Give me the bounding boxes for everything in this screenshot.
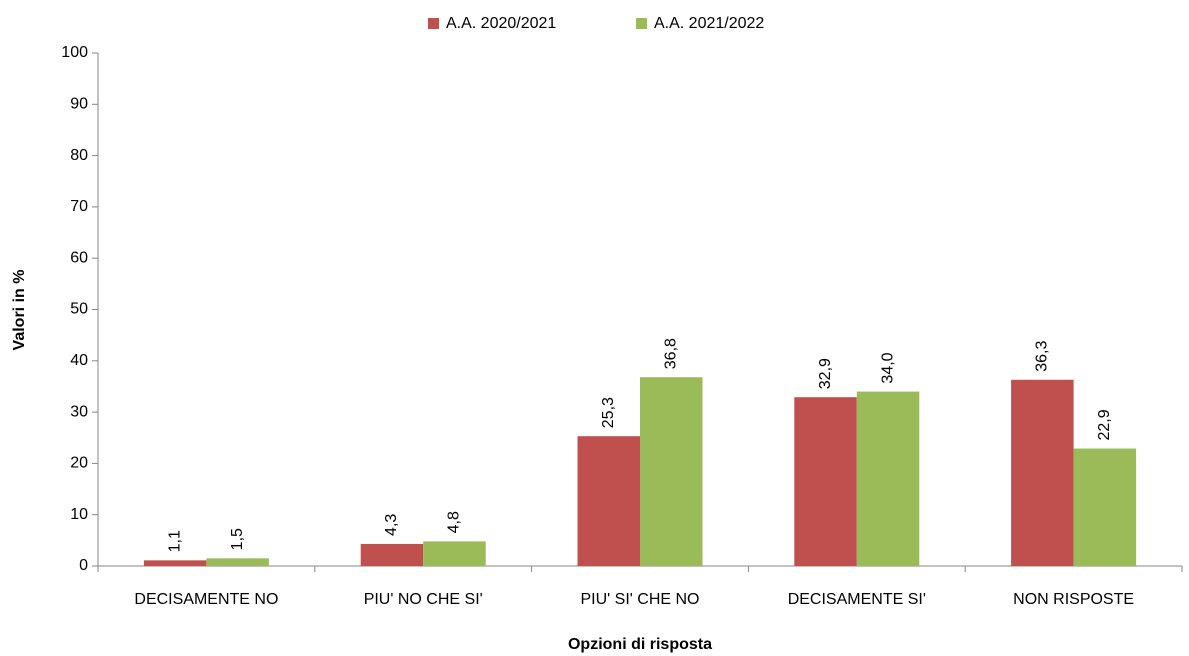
value-label: 1,1	[166, 530, 183, 552]
y-tick-label: 70	[70, 198, 88, 215]
value-label: 32,9	[817, 358, 834, 389]
legend-label: A.A. 2021/2022	[654, 15, 764, 32]
y-tick-label: 20	[70, 455, 88, 472]
x-tick-label: DECISAMENTE SI'	[788, 591, 926, 608]
bar	[1011, 379, 1074, 566]
x-tick-label: PIU' SI' CHE NO	[580, 591, 699, 608]
x-tick-label: DECISAMENTE NO	[134, 591, 278, 608]
y-tick-label: 90	[70, 96, 88, 113]
value-label: 4,3	[383, 514, 400, 536]
y-tick-label: 100	[61, 44, 88, 61]
bar	[577, 436, 640, 566]
y-tick-label: 0	[79, 557, 88, 574]
bar	[206, 558, 269, 566]
y-tick-label: 60	[70, 249, 88, 266]
value-label: 36,8	[662, 338, 679, 369]
value-label: 34,0	[879, 352, 896, 383]
y-tick-label: 50	[70, 301, 88, 318]
y-tick-label: 30	[70, 403, 88, 420]
value-label: 36,3	[1034, 341, 1051, 372]
bar	[143, 560, 207, 566]
bar	[640, 377, 703, 566]
legend-swatch	[428, 18, 439, 29]
value-label: 4,8	[446, 511, 463, 533]
y-tick-label: 10	[70, 506, 88, 523]
bar	[1073, 448, 1137, 566]
x-tick-label: PIU' NO CHE SI'	[364, 591, 483, 608]
y-tick-label: 80	[70, 147, 88, 164]
x-tick-label: NON RISPOSTE	[1013, 591, 1134, 608]
y-axis-title: Valori in %	[11, 270, 28, 351]
x-axis-title: Opzioni di risposta	[568, 636, 712, 653]
bar	[423, 541, 486, 566]
y-tick-label: 40	[70, 352, 88, 369]
value-label: 22,9	[1096, 409, 1113, 440]
value-label: 1,5	[229, 528, 246, 550]
legend-label: A.A. 2020/2021	[446, 15, 556, 32]
bar	[856, 391, 920, 566]
bar	[360, 543, 424, 566]
legend-swatch	[636, 18, 647, 29]
value-label: 25,3	[600, 397, 617, 428]
bar	[794, 397, 857, 566]
